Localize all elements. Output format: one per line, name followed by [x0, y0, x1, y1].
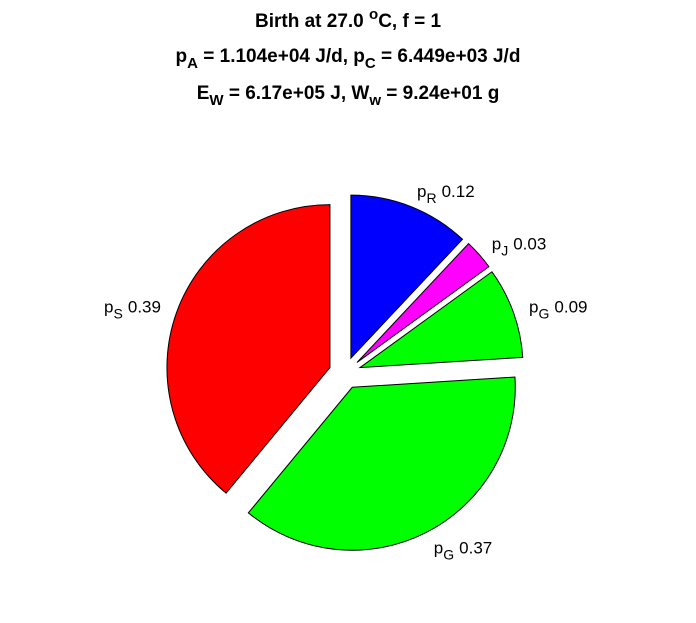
chart-title-line: Birth at 27.0 oC, f = 1 — [255, 6, 441, 32]
text-run: p — [492, 235, 501, 254]
text-run: p — [417, 182, 426, 201]
text-run: = 9.24e+01 g — [381, 83, 499, 104]
subscript: G — [443, 546, 454, 562]
subscript: G — [539, 306, 550, 322]
text-run: E — [197, 83, 210, 104]
text-run: = 6.449e+03 J/d — [376, 46, 521, 67]
chart-title-line: pA = 1.104e+04 J/d, pC = 6.449e+03 J/d — [176, 46, 521, 72]
slice-value: 0.03 — [513, 235, 546, 254]
superscript: o — [369, 6, 378, 23]
subscript: A — [187, 55, 198, 72]
text-run: Birth at 27.0 — [255, 11, 369, 32]
slice-label: pS 0.39 — [104, 298, 161, 322]
slice-label: pR 0.12 — [417, 182, 475, 206]
pie-slice — [166, 204, 331, 494]
chart-title-line: EW = 6.17e+05 J, Ww = 9.24e+01 g — [197, 83, 500, 109]
slice-value: 0.12 — [442, 182, 475, 201]
subscript: W — [209, 92, 224, 109]
slice-label: pJ 0.03 — [492, 235, 547, 259]
text-run: p — [529, 298, 538, 317]
pie-slice — [356, 242, 490, 363]
subscript: w — [368, 92, 381, 109]
slice-value: 0.37 — [459, 538, 492, 557]
text-run: C, f = 1 — [378, 11, 441, 32]
slice-value: 0.39 — [128, 298, 161, 317]
subscript: R — [426, 190, 436, 206]
slice-label: pG 0.37 — [434, 538, 492, 562]
text-run: p — [176, 46, 188, 67]
subscript: J — [501, 243, 508, 259]
pie-slice — [247, 376, 516, 551]
text-run: p — [434, 538, 443, 557]
pie-slice — [358, 271, 524, 369]
subscript: S — [114, 306, 123, 322]
text-run: = 1.104e+04 J/d, p — [198, 46, 365, 67]
pie-slice — [350, 194, 464, 360]
subscript: C — [365, 55, 376, 72]
text-run: p — [104, 298, 113, 317]
slice-value: 0.09 — [554, 298, 587, 317]
text-run: = 6.17e+05 J, W — [224, 83, 370, 104]
slice-label: pG 0.09 — [529, 298, 587, 322]
